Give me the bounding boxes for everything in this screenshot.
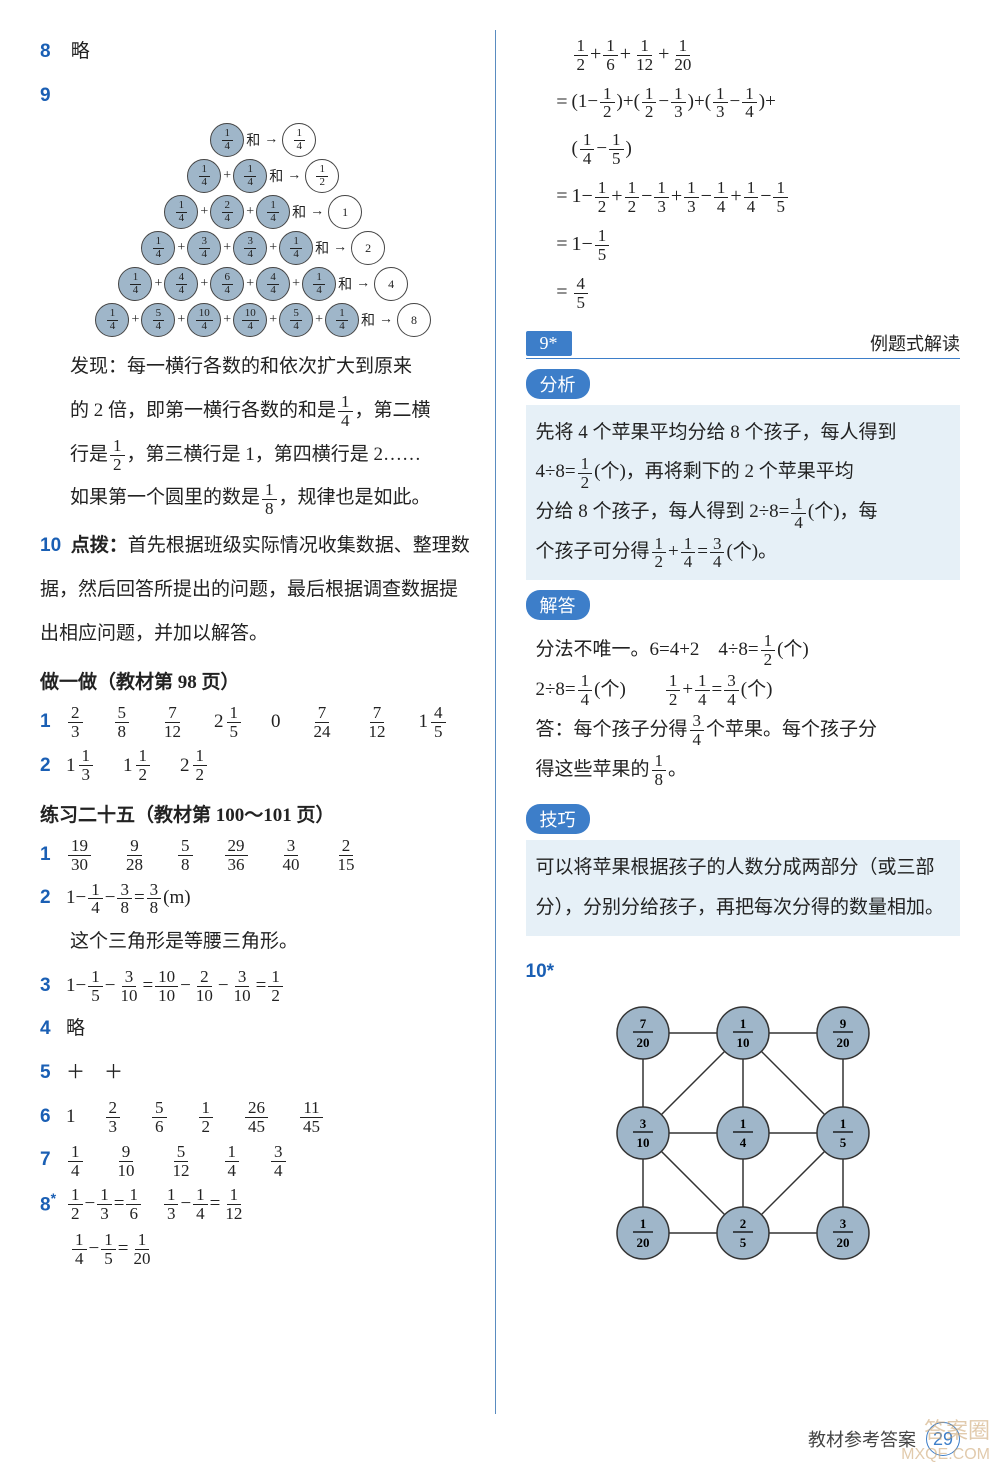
fenxi-pill: 分析 xyxy=(526,369,590,399)
q10star-num: 10* xyxy=(526,950,555,994)
lx-r5: 5＋ ＋ xyxy=(40,1051,475,1095)
zuo-title: 做一做（教材第 98 页） xyxy=(40,667,475,694)
left-column: 8 略 9 14和→1414+14和→1214+24+14和→114+34+34… xyxy=(40,30,496,1414)
q9-num: 9 xyxy=(40,74,66,118)
right-column: 12+16+112+120 =(1−12)+(12−13)+(13−14)+ (… xyxy=(516,30,961,1414)
q9-discovery: 发现：每一横行各数的和依次扩大到原来 xyxy=(40,345,475,389)
q9star-tab-row: 9* 例题式解读 xyxy=(526,330,961,359)
svg-text:20: 20 xyxy=(836,1035,849,1050)
q9star-right-label: 例题式解读 xyxy=(870,330,960,358)
lx-r8: 812−13=16 13−14=112 xyxy=(40,1182,475,1227)
lx-r7: 7149105121434 xyxy=(40,1138,475,1182)
svg-text:20: 20 xyxy=(636,1235,649,1250)
q10-num: 10 xyxy=(40,524,66,568)
svg-text:3: 3 xyxy=(640,1116,647,1131)
equation-block: 12+16+112+120 =(1−12)+(12−13)+(13−14)+ (… xyxy=(526,30,961,316)
jieda-box: 分法不唯一。6=4+2 4÷8=12(个)2÷8=14(个) 12+14=34(… xyxy=(526,626,961,794)
svg-text:2: 2 xyxy=(740,1216,747,1231)
q10-label: 点拨： xyxy=(71,535,128,556)
svg-text:5: 5 xyxy=(740,1235,747,1250)
svg-text:3: 3 xyxy=(840,1216,847,1231)
lx-r4: 4略 xyxy=(40,1007,475,1051)
zuo-r1: 123587122150724712145 xyxy=(40,700,475,744)
svg-text:20: 20 xyxy=(836,1235,849,1250)
jieda-pill: 解答 xyxy=(526,590,590,620)
svg-text:1: 1 xyxy=(840,1116,847,1131)
lx-r2: 21−14−38=38(m) xyxy=(40,876,475,920)
svg-text:20: 20 xyxy=(636,1035,649,1050)
q8-row: 8 略 xyxy=(40,30,475,74)
footer-text: 教材参考答案 xyxy=(808,1426,916,1452)
svg-text:5: 5 xyxy=(840,1135,847,1150)
lx-r3: 31−15−310=1010−210−310=12 xyxy=(40,964,475,1008)
pyramid-diagram: 14和→1414+14和→1214+24+14和→114+34+34+14和→2… xyxy=(52,123,475,337)
svg-text:7: 7 xyxy=(640,1016,647,1031)
q10star-row: 10* xyxy=(526,950,961,994)
magic-square-diagram: 7 20 1 10 9 20 3 10 1 4 1 5 1 20 2 5 3 20 xyxy=(613,1003,873,1263)
svg-text:9: 9 xyxy=(840,1016,847,1031)
svg-text:10: 10 xyxy=(736,1035,749,1050)
q8-text: 略 xyxy=(71,41,90,62)
q9-row: 9 xyxy=(40,74,475,118)
svg-text:1: 1 xyxy=(740,1016,747,1031)
jiqiao-box: 可以将苹果根据孩子的人数分成两部分（或三部分），分别分给孩子，再把每次分得的数量… xyxy=(526,840,961,936)
watermark: 答案圈 MXQE.COM xyxy=(901,1418,990,1464)
lx-r8-l2: 14−15=120 xyxy=(40,1227,475,1271)
svg-text:1: 1 xyxy=(740,1116,747,1131)
q9star-tab: 9* xyxy=(526,331,572,356)
zuo-r2: 2113112212 xyxy=(40,744,475,788)
svg-text:1: 1 xyxy=(640,1216,647,1231)
lx-r2-note: 这个三角形是等腰三角形。 xyxy=(40,920,475,964)
lx-r1: 11930928582936340215 xyxy=(40,833,475,877)
q10-row: 10 点拨：首先根据班级实际情况收集数据、整理数据，然后回答所提出的问题，最后根… xyxy=(40,524,475,655)
q8-num: 8 xyxy=(40,30,66,74)
frac: 14 xyxy=(338,393,353,430)
svg-text:4: 4 xyxy=(740,1135,747,1150)
discovery-label: 发现： xyxy=(70,356,127,377)
jiqiao-pill: 技巧 xyxy=(526,804,590,834)
svg-text:10: 10 xyxy=(636,1135,649,1150)
lx-r6: 6123561226451145 xyxy=(40,1095,475,1139)
fenxi-box: 先将 4 个苹果平均分给 8 个孩子，每人得到4÷8=12(个)，再将剩下的 2… xyxy=(526,405,961,581)
page: 8 略 9 14和→1414+14和→1214+24+14和→114+34+34… xyxy=(0,0,1000,1474)
lianxi-title: 练习二十五（教材第 100～101 页） xyxy=(40,800,475,827)
